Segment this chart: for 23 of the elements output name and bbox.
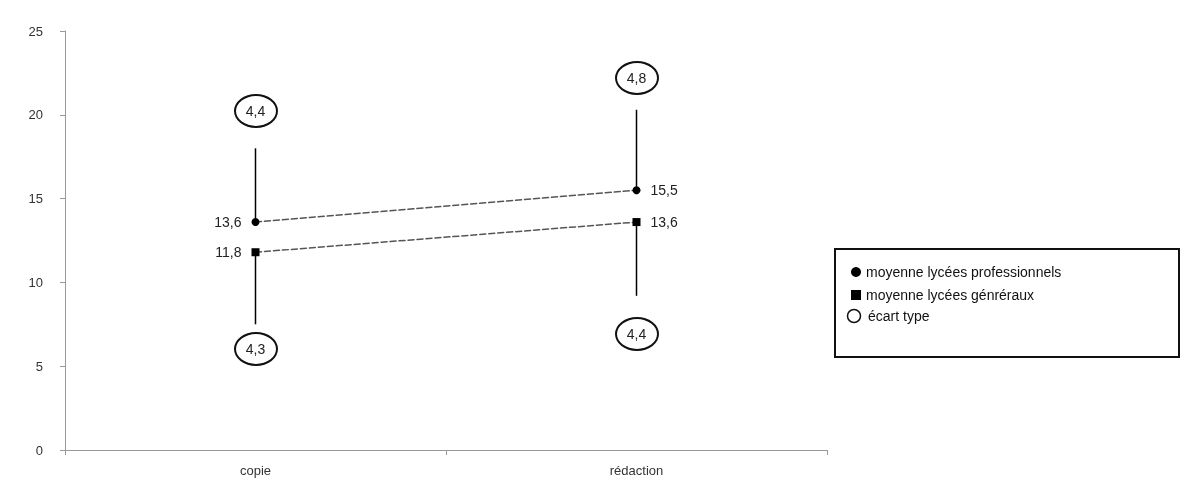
point [251, 218, 260, 227]
data-label: 13,6 [214, 214, 242, 231]
y-tick-label: 15 [28, 191, 43, 207]
x-tick-label: copie [239, 463, 272, 478]
y-tick-label: 20 [28, 107, 43, 123]
y-tick-label: 5 [35, 358, 43, 374]
data-label: 15,5 [650, 182, 678, 199]
y-tick-label: 10 [28, 274, 43, 290]
y-tick-label: 0 [35, 442, 43, 458]
text: écart type [868, 308, 930, 324]
annotation: 4,4 [614, 317, 659, 352]
annotation: 4,3 [233, 332, 278, 367]
legend-label: moyenne lycées génréraux [866, 287, 1035, 303]
data-label: 11,8 [215, 244, 242, 261]
legend-label: moyenne lycées professionnels [866, 264, 1062, 280]
y-tick-label: 25 [28, 23, 43, 39]
point [632, 186, 641, 195]
annotation: 4,4 [233, 94, 278, 129]
point [251, 248, 260, 257]
data-label: 13,6 [650, 214, 678, 231]
annotation: 4,8 [614, 60, 659, 95]
x-tick-label: rédaction [609, 463, 664, 478]
point [632, 218, 641, 227]
